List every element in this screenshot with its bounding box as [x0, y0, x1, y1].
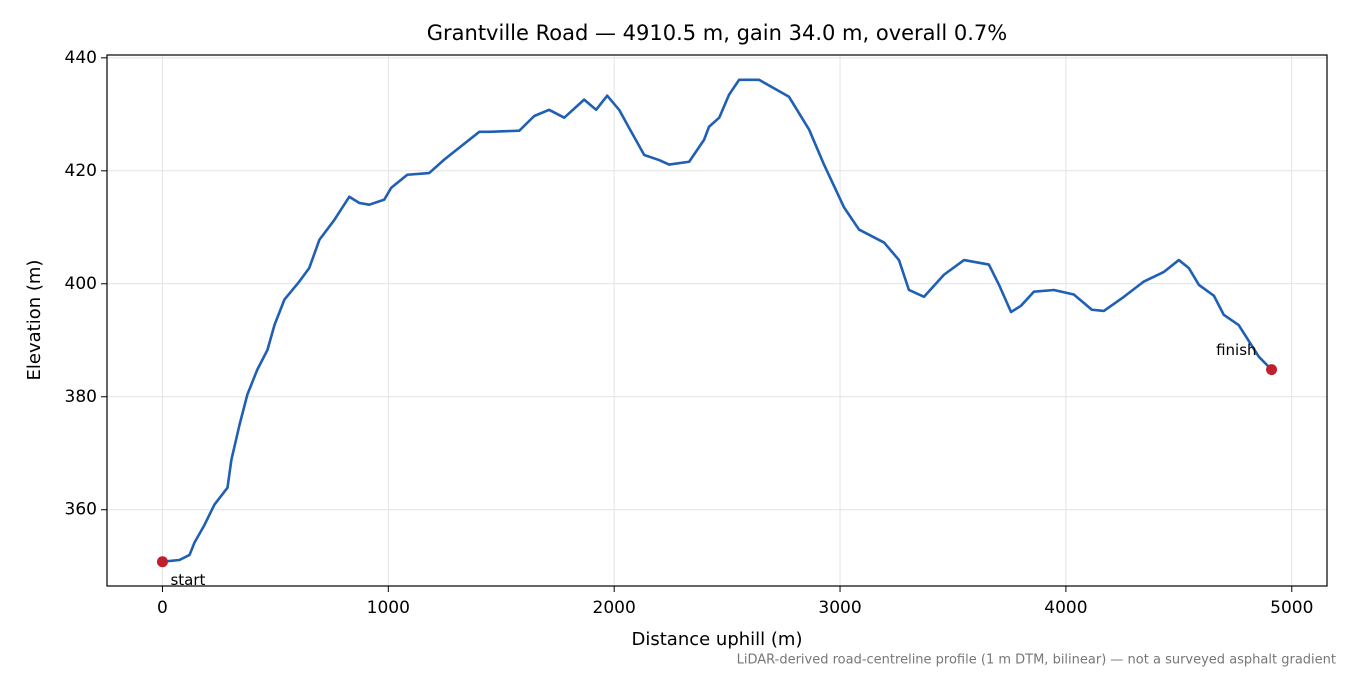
plot-frame — [106, 54, 1328, 587]
x-tick-label: 3000 — [818, 598, 861, 618]
chart-title: Grantville Road — 4910.5 m, gain 34.0 m,… — [427, 21, 1008, 45]
x-tick-label: 4000 — [1044, 598, 1087, 618]
x-tick-label: 1000 — [367, 598, 410, 618]
y-tick-label: 360 — [65, 500, 97, 520]
x-tick-label: 5000 — [1270, 598, 1313, 618]
y-tick-label: 400 — [65, 274, 97, 294]
y-tick-label: 440 — [65, 48, 97, 68]
annotation: start — [170, 571, 205, 589]
footnote: LiDAR-derived road-centreline profile (1… — [737, 653, 1336, 668]
x-tick-label: 0 — [157, 598, 168, 618]
y-tick-label: 380 — [65, 387, 97, 407]
endpoint-marker — [156, 556, 168, 568]
y-axis-label: Elevation (m) — [24, 260, 45, 381]
x-tick-label: 2000 — [593, 598, 636, 618]
elevation-line — [162, 78, 1273, 564]
annotation: finish — [1216, 341, 1256, 359]
endpoint-marker — [1266, 364, 1278, 376]
y-tick-label: 420 — [65, 161, 97, 181]
x-axis-label: Distance uphill (m) — [632, 629, 803, 650]
